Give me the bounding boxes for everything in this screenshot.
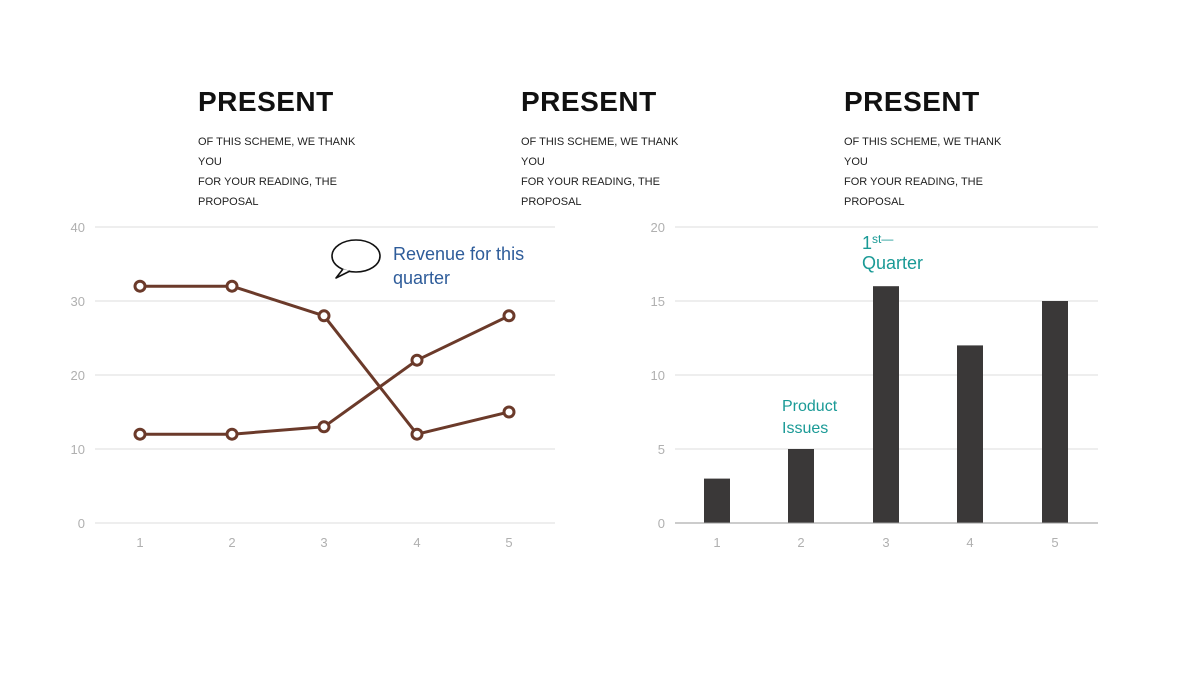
annotation-line: quarter xyxy=(393,268,450,288)
bar xyxy=(1042,301,1068,523)
heading-description: OF THIS SCHEME, WE THANK YOU FOR YOUR RE… xyxy=(844,132,1024,212)
speech-bubble-icon xyxy=(331,239,381,279)
heading-block-1: PRESENT OF THIS SCHEME, WE THANK YOU FOR… xyxy=(198,84,398,212)
y-tick-label: 30 xyxy=(71,294,85,309)
x-tick-label: 5 xyxy=(505,535,512,550)
y-tick-label: 5 xyxy=(658,442,665,457)
data-point xyxy=(133,279,147,293)
annotation-line: Quarter xyxy=(862,253,923,273)
speech-bubble-body xyxy=(331,239,381,273)
bar xyxy=(873,286,899,523)
heading-desc-line: OF THIS SCHEME, WE THANK YOU xyxy=(521,136,679,168)
x-tick-label: 3 xyxy=(882,535,889,550)
x-tick-label: 1 xyxy=(136,535,143,550)
heading-block-3: PRESENT OF THIS SCHEME, WE THANK YOU FOR… xyxy=(844,84,1044,212)
y-tick-label: 20 xyxy=(71,368,85,383)
heading-description: OF THIS SCHEME, WE THANK YOU FOR YOUR RE… xyxy=(198,132,378,212)
heading-desc-line: OF THIS SCHEME, WE THANK YOU xyxy=(844,136,1002,168)
heading-description: OF THIS SCHEME, WE THANK YOU FOR YOUR RE… xyxy=(521,132,701,212)
line-chart: 0 10 20 30 40 1 2 3 4 5 Revenue for this quarter xyxy=(71,220,555,550)
series-line-1 xyxy=(140,284,510,436)
x-tick-label: 4 xyxy=(966,535,973,550)
data-point xyxy=(502,309,516,323)
data-point xyxy=(133,427,147,441)
annotation-line: Issues xyxy=(782,420,828,437)
annotation-line: Product xyxy=(782,398,838,415)
y-tick-label: 10 xyxy=(651,368,665,383)
bar xyxy=(957,345,983,523)
data-point xyxy=(317,420,331,434)
heading-title: PRESENT xyxy=(521,86,657,117)
x-tick-label: 2 xyxy=(797,535,804,550)
x-tick-label: 3 xyxy=(320,535,327,550)
y-tick-label: 15 xyxy=(651,294,665,309)
y-tick-label: 10 xyxy=(71,442,85,457)
x-tick-label: 2 xyxy=(228,535,235,550)
heading-title: PRESENT xyxy=(844,86,980,117)
annotation-main: 1 xyxy=(862,233,872,253)
x-tick-label: 1 xyxy=(713,535,720,550)
heading-title: PRESENT xyxy=(198,86,334,117)
heading-desc-line: FOR YOUR READING, THE xyxy=(844,176,983,188)
speech-bubble-tail xyxy=(335,268,351,279)
y-tick-label: 0 xyxy=(78,516,85,531)
y-tick-label: 20 xyxy=(651,220,665,235)
data-point xyxy=(410,353,424,367)
data-point xyxy=(502,405,516,419)
data-point xyxy=(225,427,239,441)
heading-desc-line: PROPOSAL xyxy=(521,196,582,208)
annotation-line: 1st— xyxy=(862,232,893,253)
y-tick-label: 0 xyxy=(658,516,665,531)
y-tick-label: 40 xyxy=(71,220,85,235)
data-point xyxy=(317,309,331,323)
data-point xyxy=(225,279,239,293)
heading-desc-line: PROPOSAL xyxy=(198,196,259,208)
annotation-line: Revenue for this xyxy=(393,244,524,264)
annotation-superscript: st— xyxy=(872,232,893,246)
heading-block-2: PRESENT OF THIS SCHEME, WE THANK YOU FOR… xyxy=(521,84,721,212)
x-tick-label: 4 xyxy=(413,535,420,550)
heading-desc-line: FOR YOUR READING, THE xyxy=(521,176,660,188)
heading-desc-line: FOR YOUR READING, THE xyxy=(198,176,337,188)
x-tick-label: 5 xyxy=(1051,535,1058,550)
heading-desc-line: PROPOSAL xyxy=(844,196,905,208)
data-point xyxy=(410,427,424,441)
heading-desc-line: OF THIS SCHEME, WE THANK YOU xyxy=(198,136,356,168)
bar xyxy=(788,449,814,523)
bar xyxy=(704,478,730,523)
